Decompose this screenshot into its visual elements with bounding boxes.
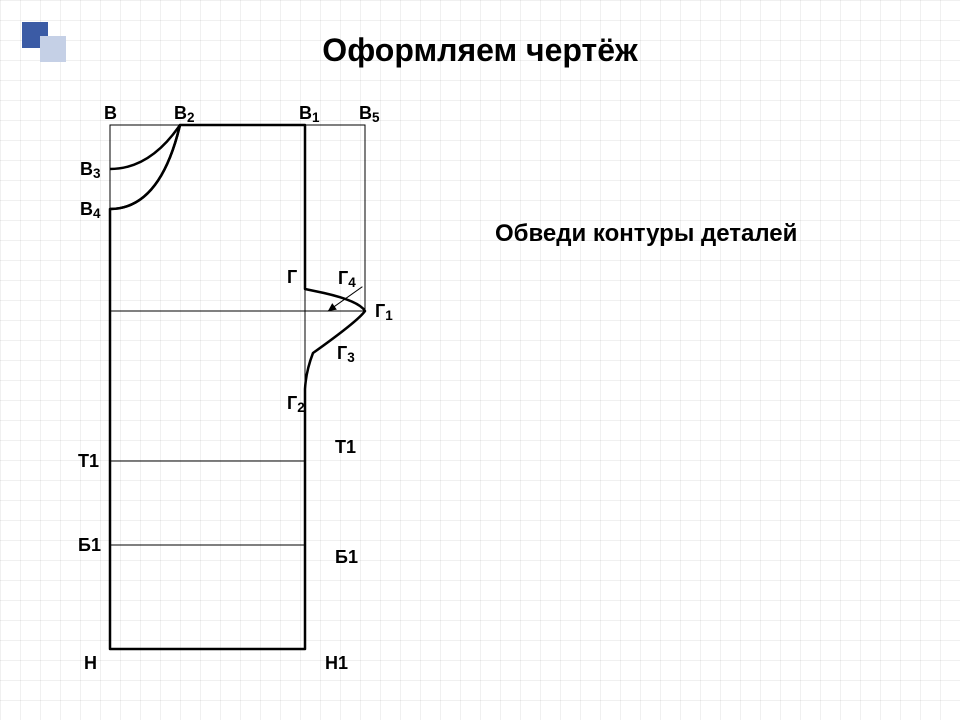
point-label-G: Г (287, 267, 297, 288)
point-label-T1_right: Т1 (335, 437, 356, 458)
point-label-N: Н (84, 653, 97, 674)
point-label-V3: В3 (80, 159, 101, 180)
point-label-V1: В1 (299, 103, 320, 124)
point-label-V4: В4 (80, 199, 101, 220)
point-label-G1: Г1 (375, 301, 393, 322)
point-label-G3: Г3 (337, 343, 355, 364)
pattern-diagram: ВВ2В1В5В3В4ГГ4Г1Г3Г2Т1Т1Б1Б1НН1 (110, 125, 410, 685)
point-label-G4: Г4 (338, 268, 356, 289)
point-label-V5: В5 (359, 103, 380, 124)
point-label-V: В (104, 103, 117, 124)
point-label-B1_left: Б1 (78, 535, 101, 556)
diagram-svg (110, 125, 410, 685)
instruction-text: Обведи контуры деталей (495, 220, 797, 248)
point-label-T1_left: Т1 (78, 451, 99, 472)
point-label-B1_right: Б1 (335, 547, 358, 568)
page-title: Оформляем чертёж (0, 32, 960, 69)
point-label-G2: Г2 (287, 393, 305, 414)
point-label-N1: Н1 (325, 653, 348, 674)
point-label-V2: В2 (174, 103, 195, 124)
